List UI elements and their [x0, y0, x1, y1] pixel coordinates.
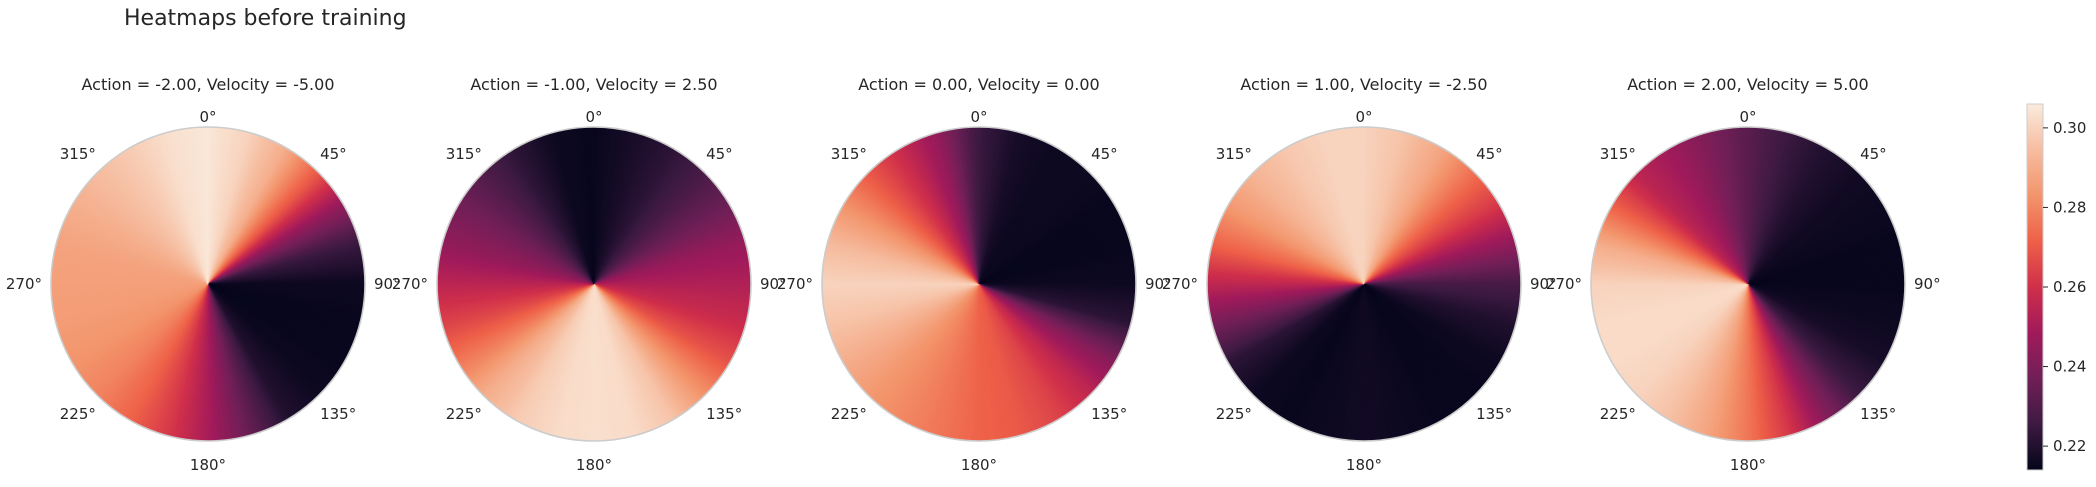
colorbar-tick-label: 0.22 — [2053, 437, 2086, 455]
colorbar-gradient — [2026, 103, 2044, 471]
polar-frame — [436, 126, 752, 442]
angle-tick-label: 45° — [1091, 145, 1118, 163]
colorbar-tick-label: 0.30 — [2053, 119, 2086, 137]
angle-tick-label: 270° — [6, 275, 42, 293]
panel-title: Action = 2.00, Velocity = 5.00 — [1627, 75, 1868, 94]
colorbar-tick-label: 0.26 — [2053, 278, 2086, 296]
angle-tick-label: 0° — [585, 108, 602, 126]
angle-tick-label: 180° — [576, 456, 612, 474]
angle-tick-label: 90° — [374, 275, 401, 293]
angle-tick-label: 45° — [320, 145, 347, 163]
angle-tick-label: 315° — [1600, 145, 1636, 163]
polar-frame — [821, 126, 1137, 442]
angle-tick-label: 270° — [1162, 275, 1198, 293]
polar-panel: Action = -2.00, Velocity = -5.00 0° 45° 90°… — [6, 75, 401, 474]
angle-tick-label: 270° — [392, 275, 428, 293]
polar-frame — [1206, 126, 1522, 442]
figure-title: Heatmaps before training — [124, 6, 407, 31]
angle-tick-label: 0° — [199, 108, 216, 126]
polar-panel: Action = 2.00, Velocity = 5.00 0° 45° 90° 13… — [1546, 75, 1941, 474]
polar-panel: Action = -1.00, Velocity = 2.50 0° 45° 90° 1… — [392, 75, 787, 474]
angle-tick-label: 180° — [1730, 456, 1766, 474]
angle-tick-label: 90° — [1530, 275, 1557, 293]
angle-tick-label: 225° — [446, 405, 482, 423]
angle-tick-label: 225° — [1600, 405, 1636, 423]
angle-tick-label: 270° — [1546, 275, 1582, 293]
angle-tick-label: 225° — [1216, 405, 1252, 423]
angle-tick-label: 225° — [60, 405, 96, 423]
angle-tick-label: 90° — [1145, 275, 1172, 293]
angle-tick-label: 135° — [1860, 405, 1896, 423]
polar-panel: Action = 0.00, Velocity = 0.00 0° 45° 90° 13… — [777, 75, 1172, 474]
angle-tick-label: 135° — [706, 405, 742, 423]
panel-title: Action = 0.00, Velocity = 0.00 — [858, 75, 1099, 94]
angle-tick-label: 180° — [190, 456, 226, 474]
angle-tick-label: 225° — [831, 405, 867, 423]
colorbar-tick-label: 0.28 — [2053, 198, 2086, 216]
polar-panel: Action = 1.00, Velocity = -2.50 0° 45° 90° 1… — [1162, 75, 1557, 474]
angle-tick-label: 135° — [320, 405, 356, 423]
polar-frame — [1590, 126, 1906, 442]
angle-tick-label: 45° — [706, 145, 733, 163]
panel-title: Action = 1.00, Velocity = -2.50 — [1240, 75, 1487, 94]
panel-title: Action = -1.00, Velocity = 2.50 — [470, 75, 717, 94]
angle-tick-label: 315° — [831, 145, 867, 163]
angle-tick-label: 135° — [1476, 405, 1512, 423]
angle-tick-label: 0° — [1739, 108, 1756, 126]
angle-tick-label: 45° — [1476, 145, 1503, 163]
angle-tick-label: 0° — [1355, 108, 1372, 126]
angle-tick-label: 45° — [1860, 145, 1887, 163]
angle-tick-label: 315° — [60, 145, 96, 163]
colorbar: 0.22 0.24 0.26 0.28 0.30 — [2026, 103, 2086, 471]
angle-tick-label: 315° — [446, 145, 482, 163]
panel-title: Action = -2.00, Velocity = -5.00 — [82, 75, 335, 94]
angle-tick-label: 270° — [777, 275, 813, 293]
angle-tick-label: 180° — [1346, 456, 1382, 474]
angle-tick-label: 0° — [970, 108, 987, 126]
angle-tick-label: 315° — [1216, 145, 1252, 163]
angle-tick-label: 90° — [760, 275, 787, 293]
angle-tick-label: 90° — [1914, 275, 1941, 293]
angle-tick-label: 135° — [1091, 405, 1127, 423]
angle-tick-label: 180° — [961, 456, 997, 474]
polar-frame — [50, 126, 366, 442]
colorbar-tick-label: 0.24 — [2053, 358, 2086, 376]
